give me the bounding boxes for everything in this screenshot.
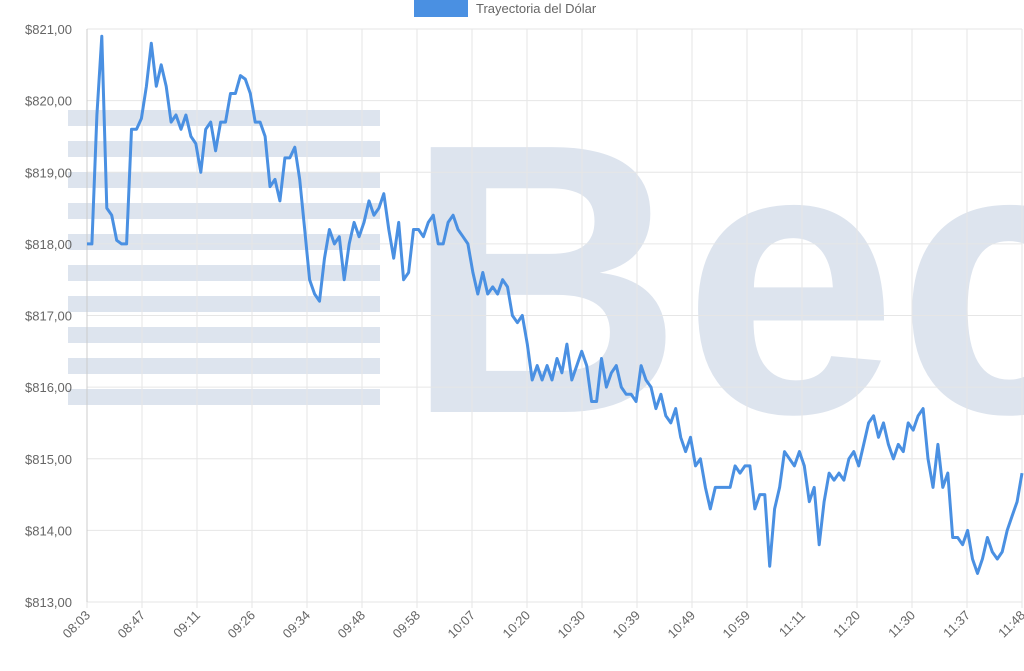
watermark-stripe: [68, 172, 380, 188]
x-tick-label: 10:07: [445, 608, 479, 642]
y-tick-label: $821,00: [25, 22, 72, 37]
watermark-stripe: [68, 358, 380, 374]
watermark-stripe: [68, 265, 380, 281]
watermark-stripe: [68, 327, 380, 343]
x-tick-label: 10:20: [500, 608, 534, 642]
watermark-stripe: [68, 141, 380, 157]
y-tick-label: $819,00: [25, 165, 72, 180]
y-tick-label: $818,00: [25, 237, 72, 252]
watermark-stripe: [68, 234, 380, 250]
y-tick-label: $815,00: [25, 452, 72, 467]
series-line[interactable]: [87, 34, 1024, 575]
legend-swatch[interactable]: [414, 0, 468, 17]
x-tick-label: 10:30: [555, 608, 589, 642]
x-tick-label: 11:20: [830, 608, 863, 641]
x-tick-label: 09:58: [390, 608, 424, 642]
x-tick-label: 11:37: [940, 608, 973, 641]
y-tick-label: $814,00: [25, 523, 72, 538]
watermark-stripe: [68, 389, 380, 405]
x-tick-label: 11:48: [995, 608, 1024, 641]
x-tick-label: 10:59: [720, 608, 754, 642]
watermark-stripe: [68, 296, 380, 312]
grid: [86, 28, 1023, 608]
legend-label[interactable]: Trayectoria del Dólar: [476, 1, 597, 16]
x-tick-label: 10:39: [610, 608, 644, 642]
y-tick-label: $817,00: [25, 309, 72, 324]
x-tick-label: 10:49: [665, 608, 699, 642]
watermark-stripe: [68, 110, 380, 126]
x-axis: 08:03 08:47 09:11 09:26 09:34 09:48 09:58 10:07…: [60, 608, 1024, 642]
x-tick-label: 09:48: [335, 608, 369, 642]
y-axis: $813,00 $814,00 $815,00 $816,00 $817,00 $818,…: [25, 22, 72, 610]
x-tick-label: 09:26: [225, 608, 259, 642]
x-tick-label: 11:11: [776, 608, 808, 640]
x-tick-label: 11:30: [885, 608, 918, 641]
x-tick-label: 09:11: [170, 608, 203, 641]
x-tick-label: 08:47: [115, 608, 149, 642]
watermark-text: Bec: [405, 63, 1024, 494]
y-tick-label: $816,00: [25, 380, 72, 395]
watermark-stripe: [68, 203, 380, 219]
x-tick-label: 09:34: [280, 608, 314, 642]
y-tick-label: $820,00: [25, 94, 72, 109]
legend[interactable]: Trayectoria del Dólar: [414, 0, 597, 17]
x-tick-label: 08:03: [60, 608, 94, 642]
y-tick-label: $813,00: [25, 595, 72, 610]
series-layer: [87, 34, 1024, 575]
watermark: Bec: [68, 63, 1024, 494]
